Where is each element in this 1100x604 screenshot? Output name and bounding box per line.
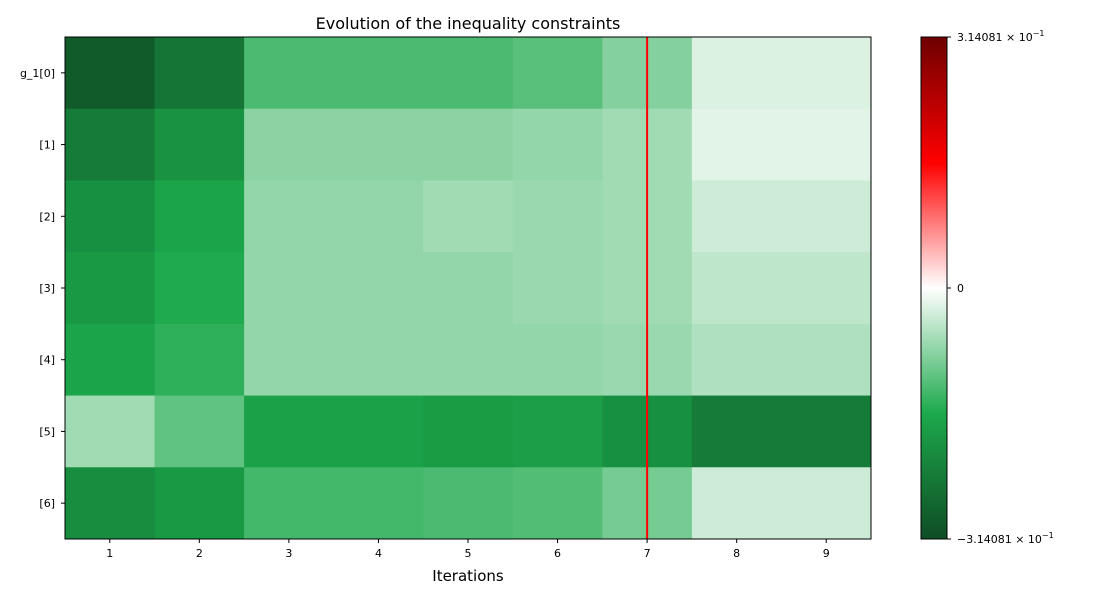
x-axis-title: Iterations (432, 567, 504, 585)
y-tick-label: [6] (39, 497, 55, 510)
heatmap-cell (781, 252, 872, 325)
heatmap-cell (65, 467, 156, 540)
heatmap-cell (333, 252, 424, 325)
heatmap-cell (512, 467, 603, 540)
x-tick-label: 4 (375, 547, 382, 560)
heatmap-cell (423, 252, 514, 325)
y-tick-label: [1] (39, 139, 55, 152)
heatmap-cell (333, 180, 424, 253)
heatmap-cell (333, 467, 424, 540)
heatmap-cell (244, 323, 335, 397)
y-tick-label: [2] (39, 210, 55, 223)
colorbar-tick-label: −3.14081 × 10−1 (957, 531, 1054, 546)
plot-frame (64, 36, 872, 540)
heatmap-cell (154, 467, 245, 540)
x-axis: 1 2 3 4 5 6 7 8 9 (106, 539, 830, 560)
heatmap-cell (781, 108, 872, 181)
heatmap-cell (65, 108, 156, 181)
heatmap-cell (691, 108, 782, 181)
colorbar-tick-label: 0 (957, 282, 964, 295)
x-tick-label: 7 (644, 547, 651, 560)
y-tick-label: g_1[0] (20, 67, 55, 80)
heatmap-cell (691, 323, 782, 397)
x-tick-label: 6 (554, 547, 561, 560)
heatmap-cell (154, 395, 245, 468)
heatmap-cell (423, 323, 514, 397)
heatmap-cell (781, 467, 872, 540)
heatmap-cell (423, 180, 514, 253)
heatmap-cell (423, 395, 514, 468)
heatmap-cell (244, 252, 335, 325)
heatmap-cell (154, 323, 245, 397)
heatmap-cell (512, 395, 603, 468)
heatmap-cell (423, 108, 514, 181)
x-tick-label: 8 (733, 547, 740, 560)
heatmap-cell (154, 180, 245, 253)
heatmap-cell (65, 323, 156, 397)
x-tick-label: 2 (196, 547, 203, 560)
heatmap-cell (244, 395, 335, 468)
heatmap-cell (691, 467, 782, 540)
heatmap-cell (65, 37, 156, 110)
x-tick-label: 5 (465, 547, 472, 560)
heatmap-cell (65, 395, 156, 468)
y-axis: g_1[0] [1] [2] [3] [4] [5] [6] (20, 67, 65, 510)
heatmap-cell (244, 467, 335, 540)
x-tick-label: 1 (106, 547, 113, 560)
y-tick-label: [5] (39, 425, 55, 438)
heatmap-cell (65, 252, 156, 325)
colorbar (920, 36, 948, 540)
heatmap-cell (244, 180, 335, 253)
heatmap-cell (333, 108, 424, 181)
heatmap-cells (65, 37, 872, 540)
heatmap-cell (333, 323, 424, 397)
x-tick-label: 3 (285, 547, 292, 560)
heatmap-cell (781, 180, 872, 253)
heatmap-cell (154, 252, 245, 325)
heatmap-cell (244, 37, 335, 110)
heatmap-cell (512, 108, 603, 181)
y-tick-label: [3] (39, 282, 55, 295)
heatmap-cell (423, 37, 514, 110)
colorbar-ticks: 3.14081 × 10−1 0 −3.14081 × 10−1 (947, 29, 1054, 546)
heatmap-cell (65, 180, 156, 253)
colorbar-tick-label: 3.14081 × 10−1 (957, 29, 1045, 44)
heatmap-cell (691, 37, 782, 110)
heatmap-cell (154, 37, 245, 110)
heatmap-cell (333, 37, 424, 110)
heatmap-cell (333, 395, 424, 468)
heatmap-cell (512, 323, 603, 397)
heatmap-cell (781, 323, 872, 397)
heatmap-cell (512, 180, 603, 253)
heatmap-cell (244, 108, 335, 181)
heatmap-cell (691, 180, 782, 253)
heatmap-cell (781, 37, 872, 110)
heatmap-cell (781, 395, 872, 468)
chart-title: Evolution of the inequality constraints (316, 14, 621, 33)
heatmap-cell (512, 252, 603, 325)
heatmap-cell (512, 37, 603, 110)
heatmap-cell (154, 108, 245, 181)
heatmap-cell (691, 252, 782, 325)
heatmap-cell (691, 395, 782, 468)
heatmap-cell (423, 467, 514, 540)
y-tick-label: [4] (39, 354, 55, 367)
x-tick-label: 9 (823, 547, 830, 560)
